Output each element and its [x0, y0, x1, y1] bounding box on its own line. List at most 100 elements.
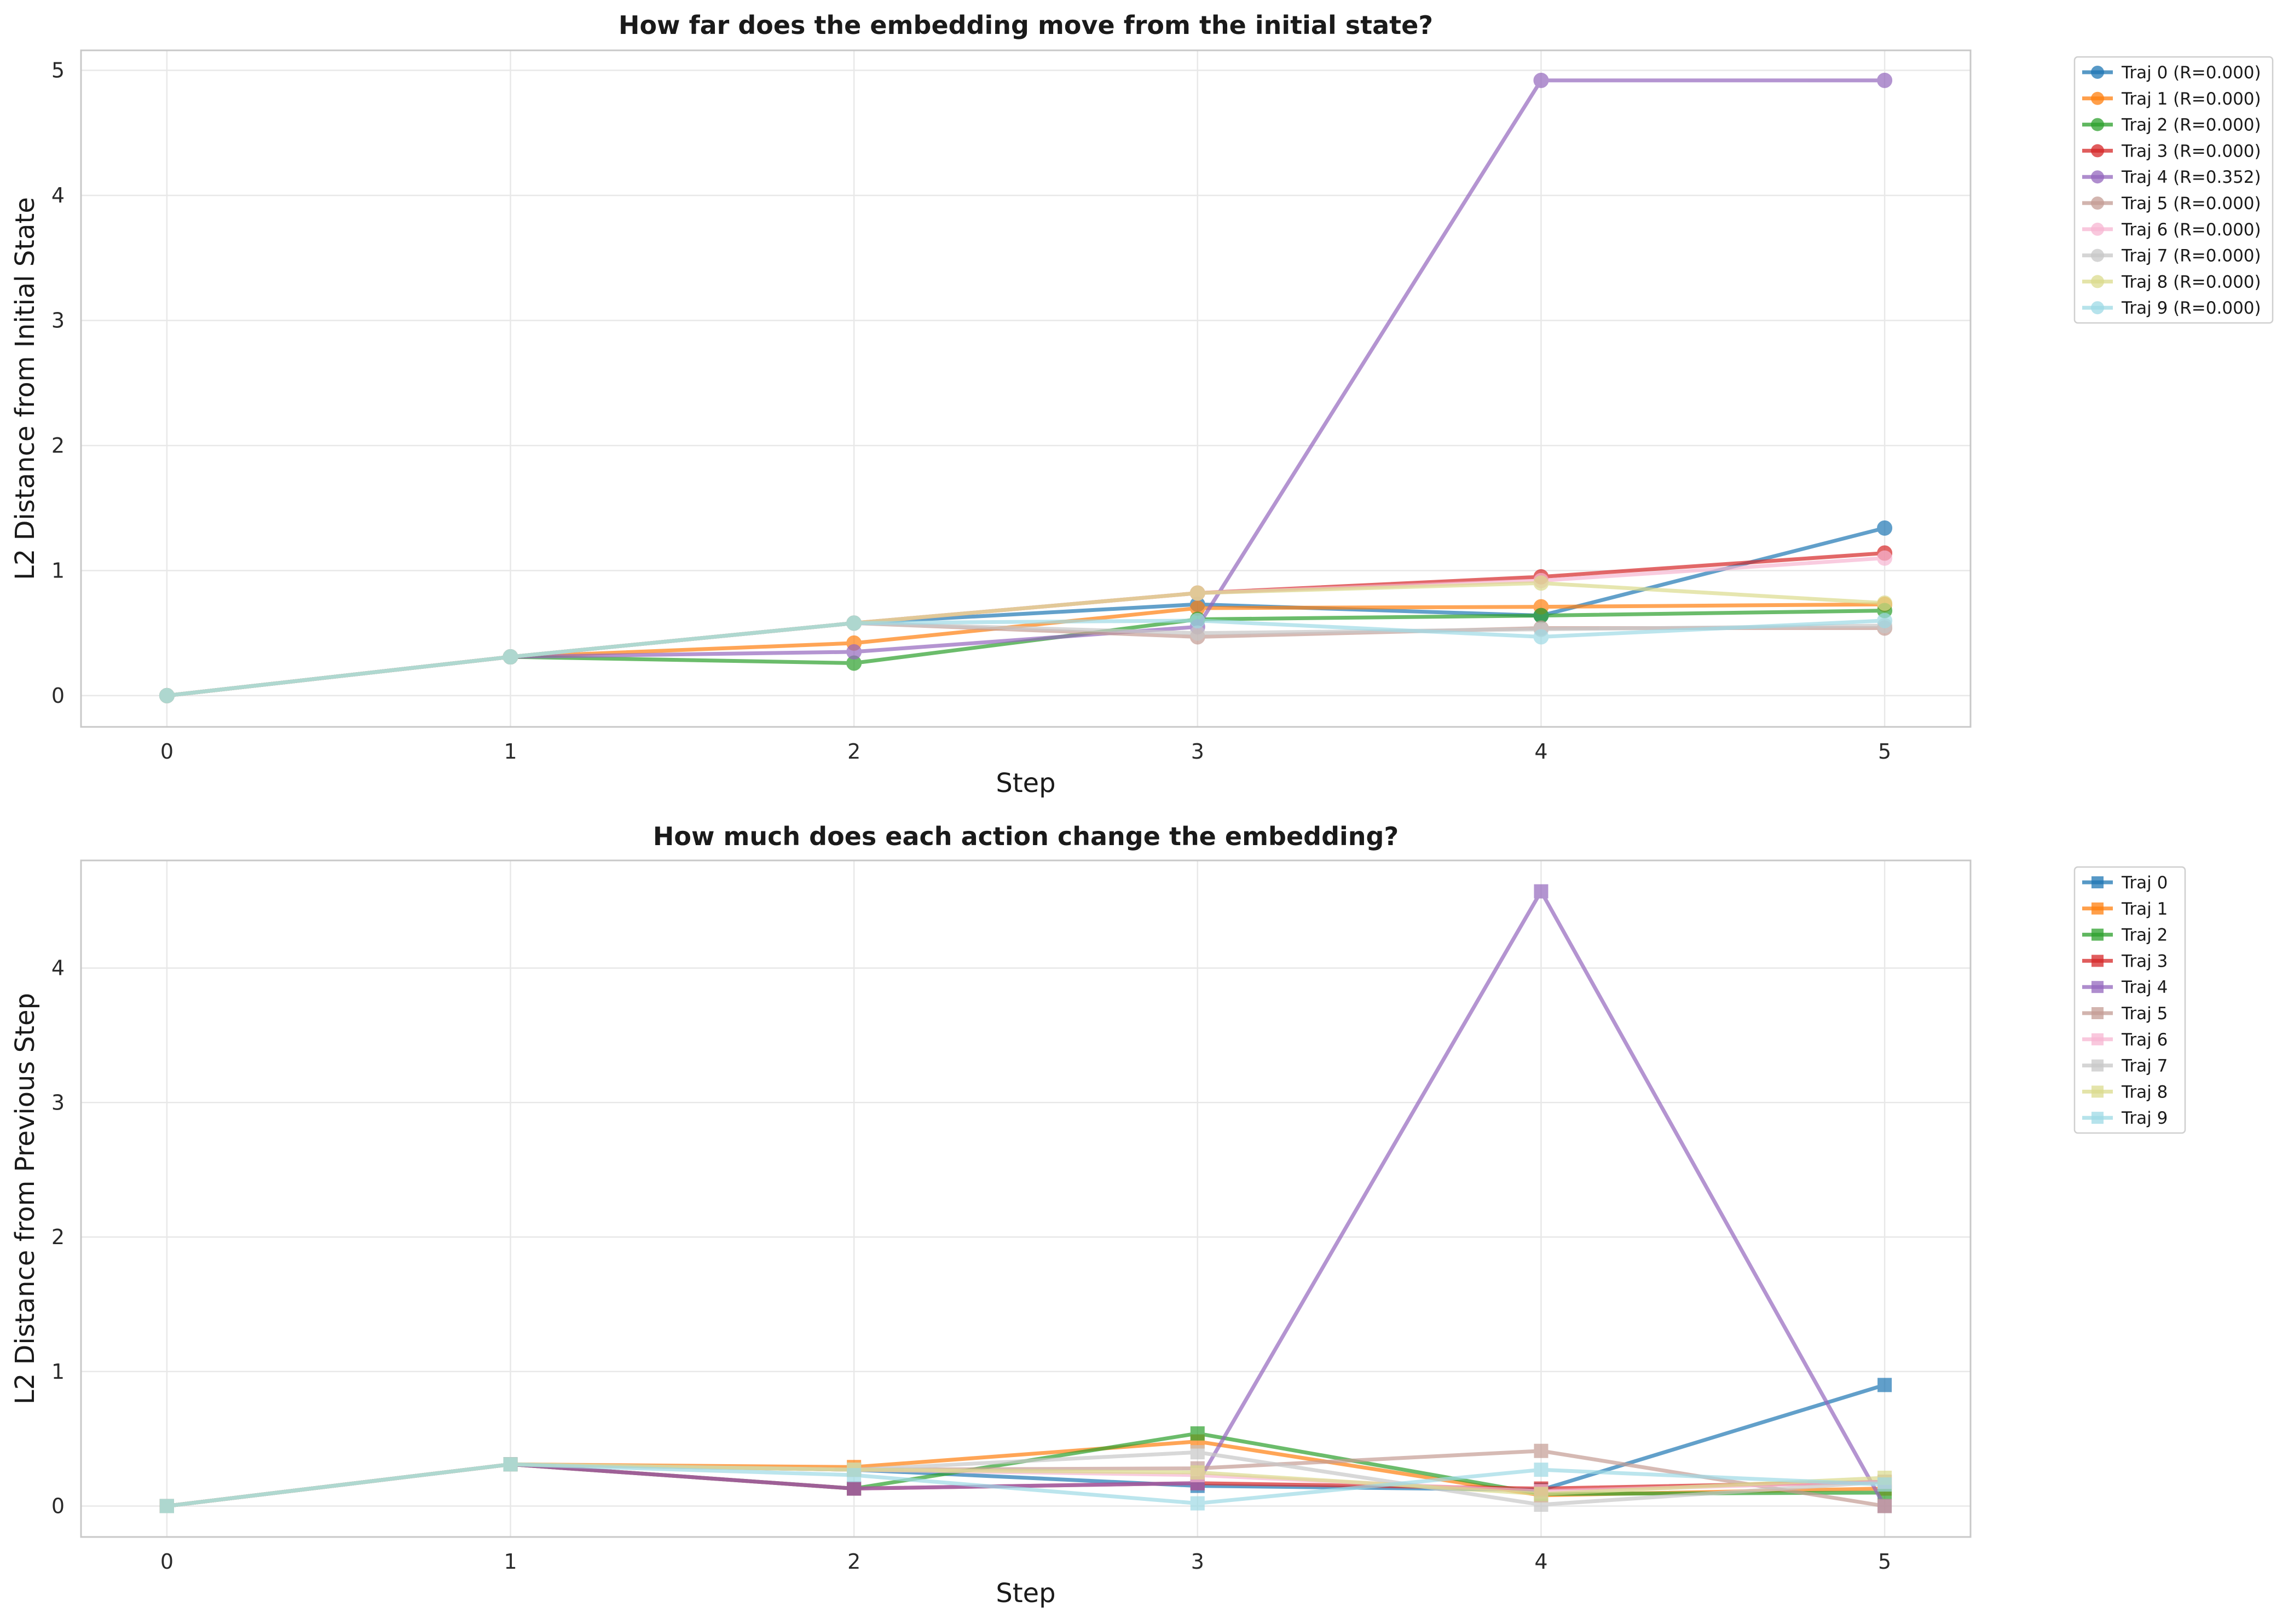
y-tick-label: 2: [51, 1225, 65, 1249]
data-point: [1190, 1496, 1205, 1511]
legend-label: Traj 7 (R=0.000): [2121, 246, 2261, 266]
legend-swatch-marker: [2091, 981, 2104, 993]
legend-item: Traj 2: [2082, 926, 2168, 945]
y-tick-label: 3: [51, 308, 65, 332]
y-axis-label: L2 Distance from Initial State: [10, 197, 41, 580]
data-point: [846, 615, 862, 631]
x-tick-label: 1: [504, 1550, 517, 1574]
data-point: [502, 649, 518, 665]
series-line: [165, 1462, 1887, 1508]
series-9: [159, 612, 1893, 703]
data-point: [1877, 612, 1893, 628]
x-tick-label: 5: [1878, 739, 1891, 764]
chart-title: How much does each action change the emb…: [653, 822, 1399, 851]
data-point: [847, 1481, 862, 1496]
y-tick-label: 2: [51, 434, 65, 458]
series-line: [165, 526, 1887, 698]
legend-label: Traj 7: [2121, 1056, 2168, 1076]
legend-swatch-marker: [2091, 248, 2104, 262]
legend-frame: [2073, 56, 2274, 324]
legend-label: Traj 3 (R=0.000): [2121, 141, 2261, 161]
data-point: [846, 644, 862, 660]
legend-item: Traj 9 (R=0.000): [2082, 298, 2261, 318]
x-tick-label: 1: [504, 739, 517, 764]
legend-item: Traj 7: [2082, 1056, 2168, 1076]
y-tick-label: 4: [51, 183, 65, 207]
legend-item: Traj 0: [2082, 873, 2168, 893]
legend-swatch-marker: [2091, 1085, 2104, 1098]
legend-swatch-marker: [2091, 902, 2104, 915]
legend-label: Traj 3: [2121, 951, 2168, 971]
legend-swatch-marker: [2091, 144, 2104, 158]
legend-label: Traj 9 (R=0.000): [2121, 298, 2261, 318]
legend-item: Traj 4 (R=0.352): [2082, 167, 2261, 187]
legend-item: Traj 5 (R=0.000): [2082, 194, 2261, 213]
legend-item: Traj 8 (R=0.000): [2082, 272, 2261, 292]
data-point: [159, 687, 175, 703]
legend-label: Traj 1 (R=0.000): [2121, 89, 2261, 109]
legend-swatch-marker: [2091, 1033, 2104, 1045]
data-point: [1877, 72, 1893, 88]
legend-label: Traj 1: [2121, 899, 2168, 919]
data-point: [1190, 1445, 1205, 1460]
legend-item: Traj 6: [2082, 1030, 2168, 1050]
legend-swatch-marker: [2091, 222, 2104, 236]
data-point: [1190, 1465, 1205, 1480]
data-point: [1877, 550, 1893, 566]
legend-item: Traj 1 (R=0.000): [2082, 89, 2261, 109]
series-line: [165, 78, 1887, 698]
legend-item: Traj 6 (R=0.000): [2082, 220, 2261, 240]
x-axis-label: Step: [996, 1578, 1055, 1609]
data-point: [1877, 1378, 1892, 1392]
legend-label: Traj 0: [2121, 873, 2168, 893]
legend-item: Traj 7 (R=0.000): [2082, 246, 2261, 266]
legend-label: Traj 4 (R=0.352): [2121, 167, 2261, 187]
x-tick-label: 4: [1534, 739, 1547, 764]
legend-swatch-marker: [2091, 876, 2104, 888]
data-point: [1189, 612, 1205, 628]
legend: Traj 0 Traj 1 Traj 2 Traj 3 Traj 4 Traj 5 Traj…: [2073, 866, 2186, 1134]
data-point: [1877, 595, 1893, 611]
legend-label: Traj 2 (R=0.000): [2121, 115, 2261, 135]
series-2: [159, 603, 1893, 703]
series-9: [159, 1457, 1892, 1513]
legend-label: Traj 8 (R=0.000): [2121, 272, 2261, 292]
chart-panel-bottom: 0 1 2 3 4 5 0 1 2 3 4 How much does each action cha…: [10, 822, 2186, 1609]
legend-label: Traj 5: [2121, 1004, 2168, 1024]
x-tick-label: 2: [847, 739, 860, 764]
x-tick-label: 3: [1191, 739, 1204, 764]
series-line: [165, 889, 1887, 1508]
data-point: [1189, 585, 1205, 601]
y-tick-label: 3: [51, 1090, 65, 1114]
legend-label: Traj 2: [2121, 926, 2168, 945]
legend-item: Traj 1: [2082, 899, 2168, 919]
x-tick-label: 5: [1878, 1550, 1891, 1574]
legend-swatch-marker: [2091, 66, 2104, 79]
data-point: [1877, 1477, 1892, 1492]
legend-item: Traj 3: [2082, 951, 2168, 971]
x-tick-label: 2: [847, 1550, 860, 1574]
legend-swatch-marker: [2091, 301, 2104, 315]
y-tick-label: 0: [51, 684, 65, 708]
x-tick-label: 0: [160, 1550, 174, 1574]
series-0: [159, 520, 1893, 703]
chart-title: How far does the embedding move from the…: [619, 10, 1433, 40]
y-tick-label: 1: [51, 558, 65, 582]
legend-label: Traj 9: [2121, 1108, 2168, 1128]
data-point: [1533, 629, 1549, 645]
y-tick-label: 0: [51, 1494, 65, 1518]
legend-item: Traj 5: [2082, 1004, 2168, 1024]
data-point: [159, 1499, 174, 1513]
y-tick-label: 1: [51, 1360, 65, 1384]
legend-label: Traj 6 (R=0.000): [2121, 220, 2261, 240]
x-tick-label: 3: [1191, 1550, 1204, 1574]
data-point: [847, 1467, 862, 1482]
y-axis-label: L2 Distance from Previous Step: [10, 993, 41, 1405]
legend-swatch-marker: [2091, 1007, 2104, 1019]
legend-swatch-marker: [2091, 1112, 2104, 1124]
data-point: [1534, 1487, 1549, 1501]
legend-item: Traj 3 (R=0.000): [2082, 141, 2261, 161]
legend-swatch-marker: [2091, 197, 2104, 210]
legend-item: Traj 9: [2082, 1108, 2168, 1128]
